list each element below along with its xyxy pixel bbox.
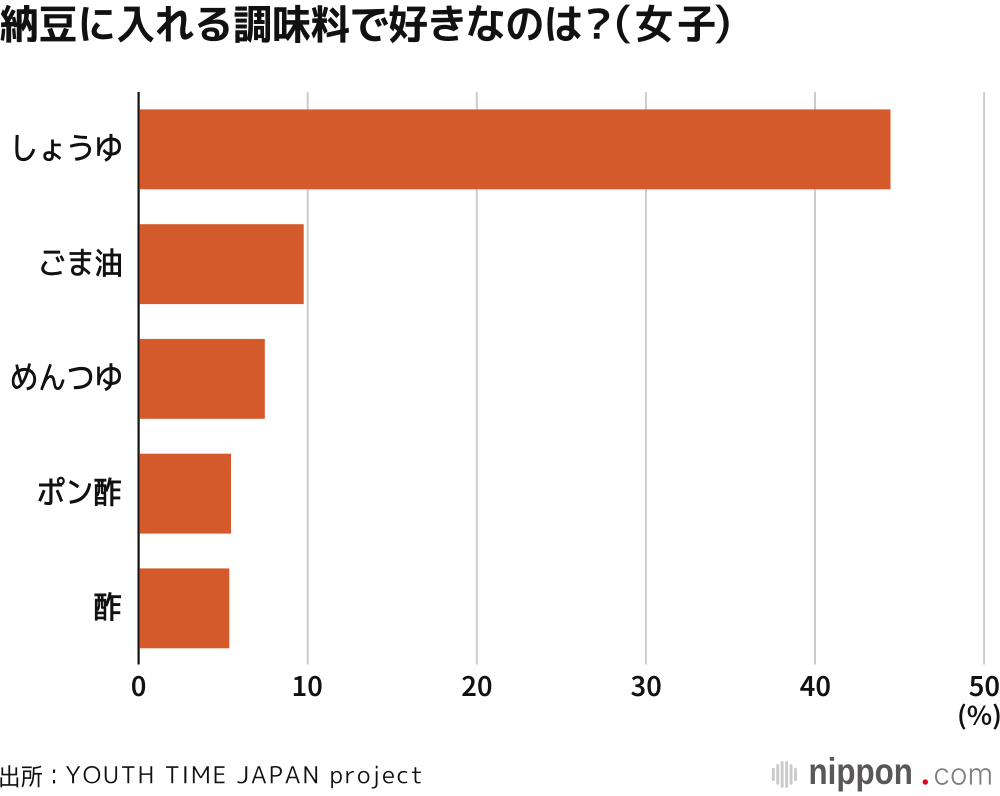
svg-text:nippon: nippon <box>809 752 913 793</box>
